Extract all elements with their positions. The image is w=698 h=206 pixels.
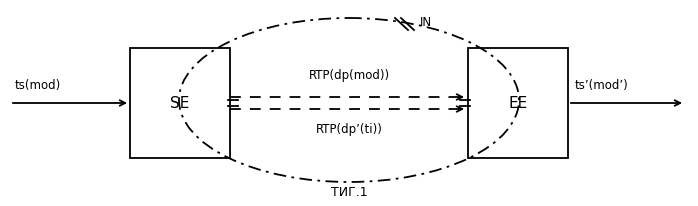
- Bar: [468, 48, 568, 158]
- Text: ΤИГ.1: ΤИГ.1: [331, 185, 367, 199]
- Text: ts’(mod’): ts’(mod’): [575, 78, 629, 91]
- Text: IN: IN: [420, 15, 432, 28]
- Text: ts(mod): ts(mod): [15, 78, 61, 91]
- Text: EE: EE: [508, 96, 528, 110]
- Bar: [130, 48, 230, 158]
- Text: RTP(dp’(ti)): RTP(dp’(ti)): [315, 124, 383, 137]
- Text: RTP(dp(mod)): RTP(dp(mod)): [309, 69, 389, 82]
- Text: SE: SE: [170, 96, 190, 110]
